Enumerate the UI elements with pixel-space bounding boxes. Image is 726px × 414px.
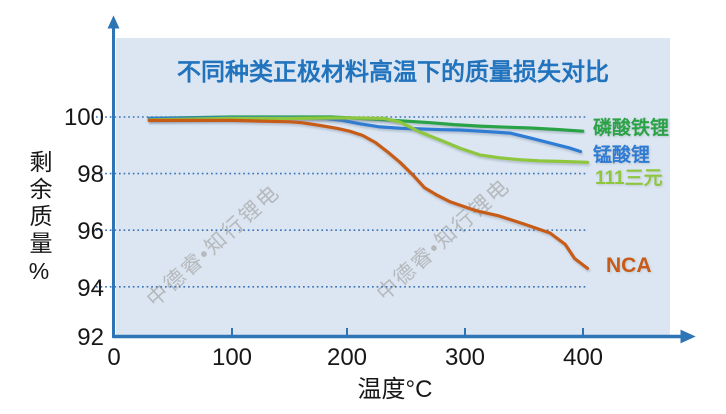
legend-label-lifepo4: 磷酸铁锂 bbox=[593, 118, 670, 139]
x-axis-title: 温度°C bbox=[357, 376, 433, 403]
legend-label-111-ternary: 111三元 bbox=[595, 168, 663, 189]
chart-title: 不同种类正极材料高温下的质量损失对比 bbox=[177, 59, 609, 86]
x-tick-label-0: 0 bbox=[107, 344, 121, 371]
legend-label-nca: NCA bbox=[606, 254, 652, 277]
x-tick-label-400: 400 bbox=[562, 344, 604, 371]
y-tick-label-98: 98 bbox=[77, 161, 104, 188]
plot-area-background bbox=[116, 38, 670, 335]
y-axis-title: 剩余质量% bbox=[26, 150, 52, 288]
y-tick-label-96: 96 bbox=[77, 218, 104, 245]
y-tick-label-92: 92 bbox=[77, 324, 104, 351]
x-tick-label-300: 300 bbox=[444, 344, 486, 371]
x-tick-label-200: 200 bbox=[326, 344, 368, 371]
gridlines bbox=[96, 116, 588, 288]
series-line-3 bbox=[147, 116, 590, 164]
legend-label-limn2o4: 锰酸锂 bbox=[593, 145, 651, 166]
series-line-2 bbox=[147, 116, 583, 154]
y-tick-label-100: 100 bbox=[63, 104, 104, 131]
x-tick-marks bbox=[231, 328, 584, 337]
series-curves bbox=[147, 115, 590, 270]
series-line-4 bbox=[147, 118, 590, 270]
y-tick-label-94: 94 bbox=[77, 275, 104, 302]
x-tick-label-100: 100 bbox=[211, 344, 253, 371]
